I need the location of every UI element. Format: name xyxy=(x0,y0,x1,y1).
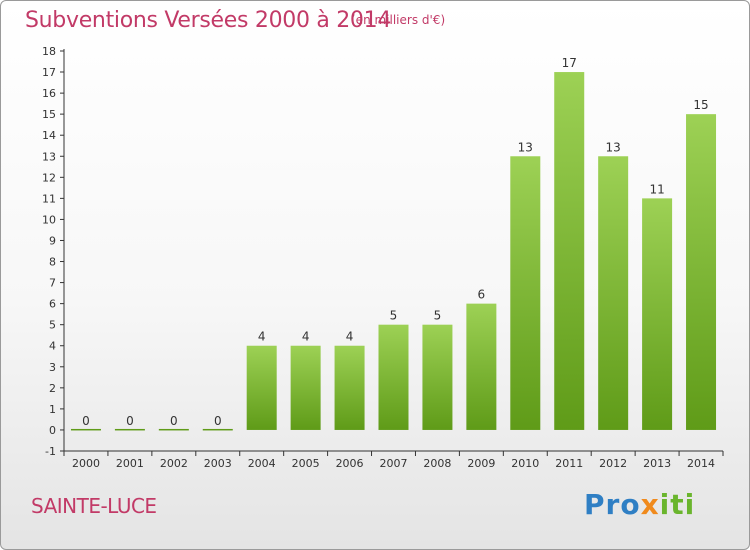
bar xyxy=(290,345,321,430)
bar xyxy=(334,345,365,430)
x-tick-label: 2002 xyxy=(160,457,188,470)
x-tick-label: 2013 xyxy=(643,457,671,470)
y-tick-label: 4 xyxy=(49,340,56,353)
x-tick-label: 2010 xyxy=(511,457,539,470)
bar xyxy=(246,345,277,430)
y-tick-label: 3 xyxy=(49,361,56,374)
bar xyxy=(510,156,541,430)
x-axis: 2000 2001 2002 2003 2004 2005 2006 2007 2008 2009… xyxy=(63,450,724,470)
y-tick-label: 7 xyxy=(49,277,56,290)
bar xyxy=(378,324,409,430)
data-label: 4 xyxy=(302,330,310,344)
x-tick-label: 2014 xyxy=(687,457,715,470)
bar xyxy=(598,156,629,430)
x-tick-label: 2003 xyxy=(204,457,232,470)
y-tick-label: 8 xyxy=(49,256,56,269)
bar xyxy=(686,114,717,430)
y-tick-label: 1 xyxy=(49,403,56,416)
x-tick-label: 2001 xyxy=(116,457,144,470)
y-tick-label: 14 xyxy=(42,129,56,142)
data-label: 13 xyxy=(606,140,621,154)
data-label: 0 xyxy=(170,414,178,428)
x-tick-label: 2004 xyxy=(248,457,276,470)
y-tick-label: 13 xyxy=(42,150,56,163)
x-tick-label: 2005 xyxy=(292,457,320,470)
bars xyxy=(70,72,717,431)
bar xyxy=(202,428,233,431)
data-label: 4 xyxy=(258,330,266,344)
bar xyxy=(158,428,189,431)
unit-label: (en milliers d'€) xyxy=(351,13,446,27)
x-tick-label: 2000 xyxy=(72,457,100,470)
data-label: 5 xyxy=(434,309,442,323)
y-tick-label: 15 xyxy=(42,108,56,121)
logo-part-3: iti xyxy=(659,488,696,521)
data-label: 17 xyxy=(562,56,577,70)
bar xyxy=(114,428,145,431)
y-tick-label: 5 xyxy=(49,319,56,332)
y-tick-label: 10 xyxy=(42,213,56,226)
y-tick-label: -1 xyxy=(45,445,56,458)
x-tick-label: 2008 xyxy=(423,457,451,470)
data-label: 0 xyxy=(214,414,222,428)
data-labels: 0 0 0 0 4 4 4 5 5 6 13 17 13 11 15 xyxy=(82,56,709,428)
y-tick-label: 16 xyxy=(42,87,56,100)
y-tick-label: 11 xyxy=(42,192,56,205)
x-tick-label: 2007 xyxy=(380,457,408,470)
data-label: 13 xyxy=(518,140,533,154)
x-tick-label: 2012 xyxy=(599,457,627,470)
data-label: 5 xyxy=(390,309,398,323)
y-tick-label: 9 xyxy=(49,234,56,247)
proxiti-logo[interactable]: Proxiti xyxy=(584,488,695,521)
y-tick-label: 17 xyxy=(42,66,56,79)
data-label: 0 xyxy=(82,414,90,428)
x-tick-label: 2011 xyxy=(555,457,583,470)
y-tick-label: 6 xyxy=(49,298,56,311)
logo-part-2: x xyxy=(640,488,660,521)
y-tick-label: 0 xyxy=(49,424,56,437)
place-name: SAINTE-LUCE xyxy=(31,494,157,518)
bar xyxy=(554,72,585,430)
bar xyxy=(642,198,673,430)
data-label: 0 xyxy=(126,414,134,428)
bar xyxy=(422,324,453,430)
data-label: 6 xyxy=(478,288,486,302)
y-tick-label: 2 xyxy=(49,382,56,395)
bar xyxy=(466,303,497,430)
x-tick-label: 2006 xyxy=(336,457,364,470)
logo-part-1: Pro xyxy=(584,488,641,521)
data-label: 11 xyxy=(649,182,664,196)
y-tick-label: 18 xyxy=(42,45,56,58)
data-label: 4 xyxy=(346,330,354,344)
x-tick-label: 2009 xyxy=(467,457,495,470)
bar xyxy=(70,428,101,431)
chart-title: Subventions Versées 2000 à 2014 xyxy=(25,8,392,33)
y-tick-label: 12 xyxy=(42,171,56,184)
data-label: 15 xyxy=(693,98,708,112)
